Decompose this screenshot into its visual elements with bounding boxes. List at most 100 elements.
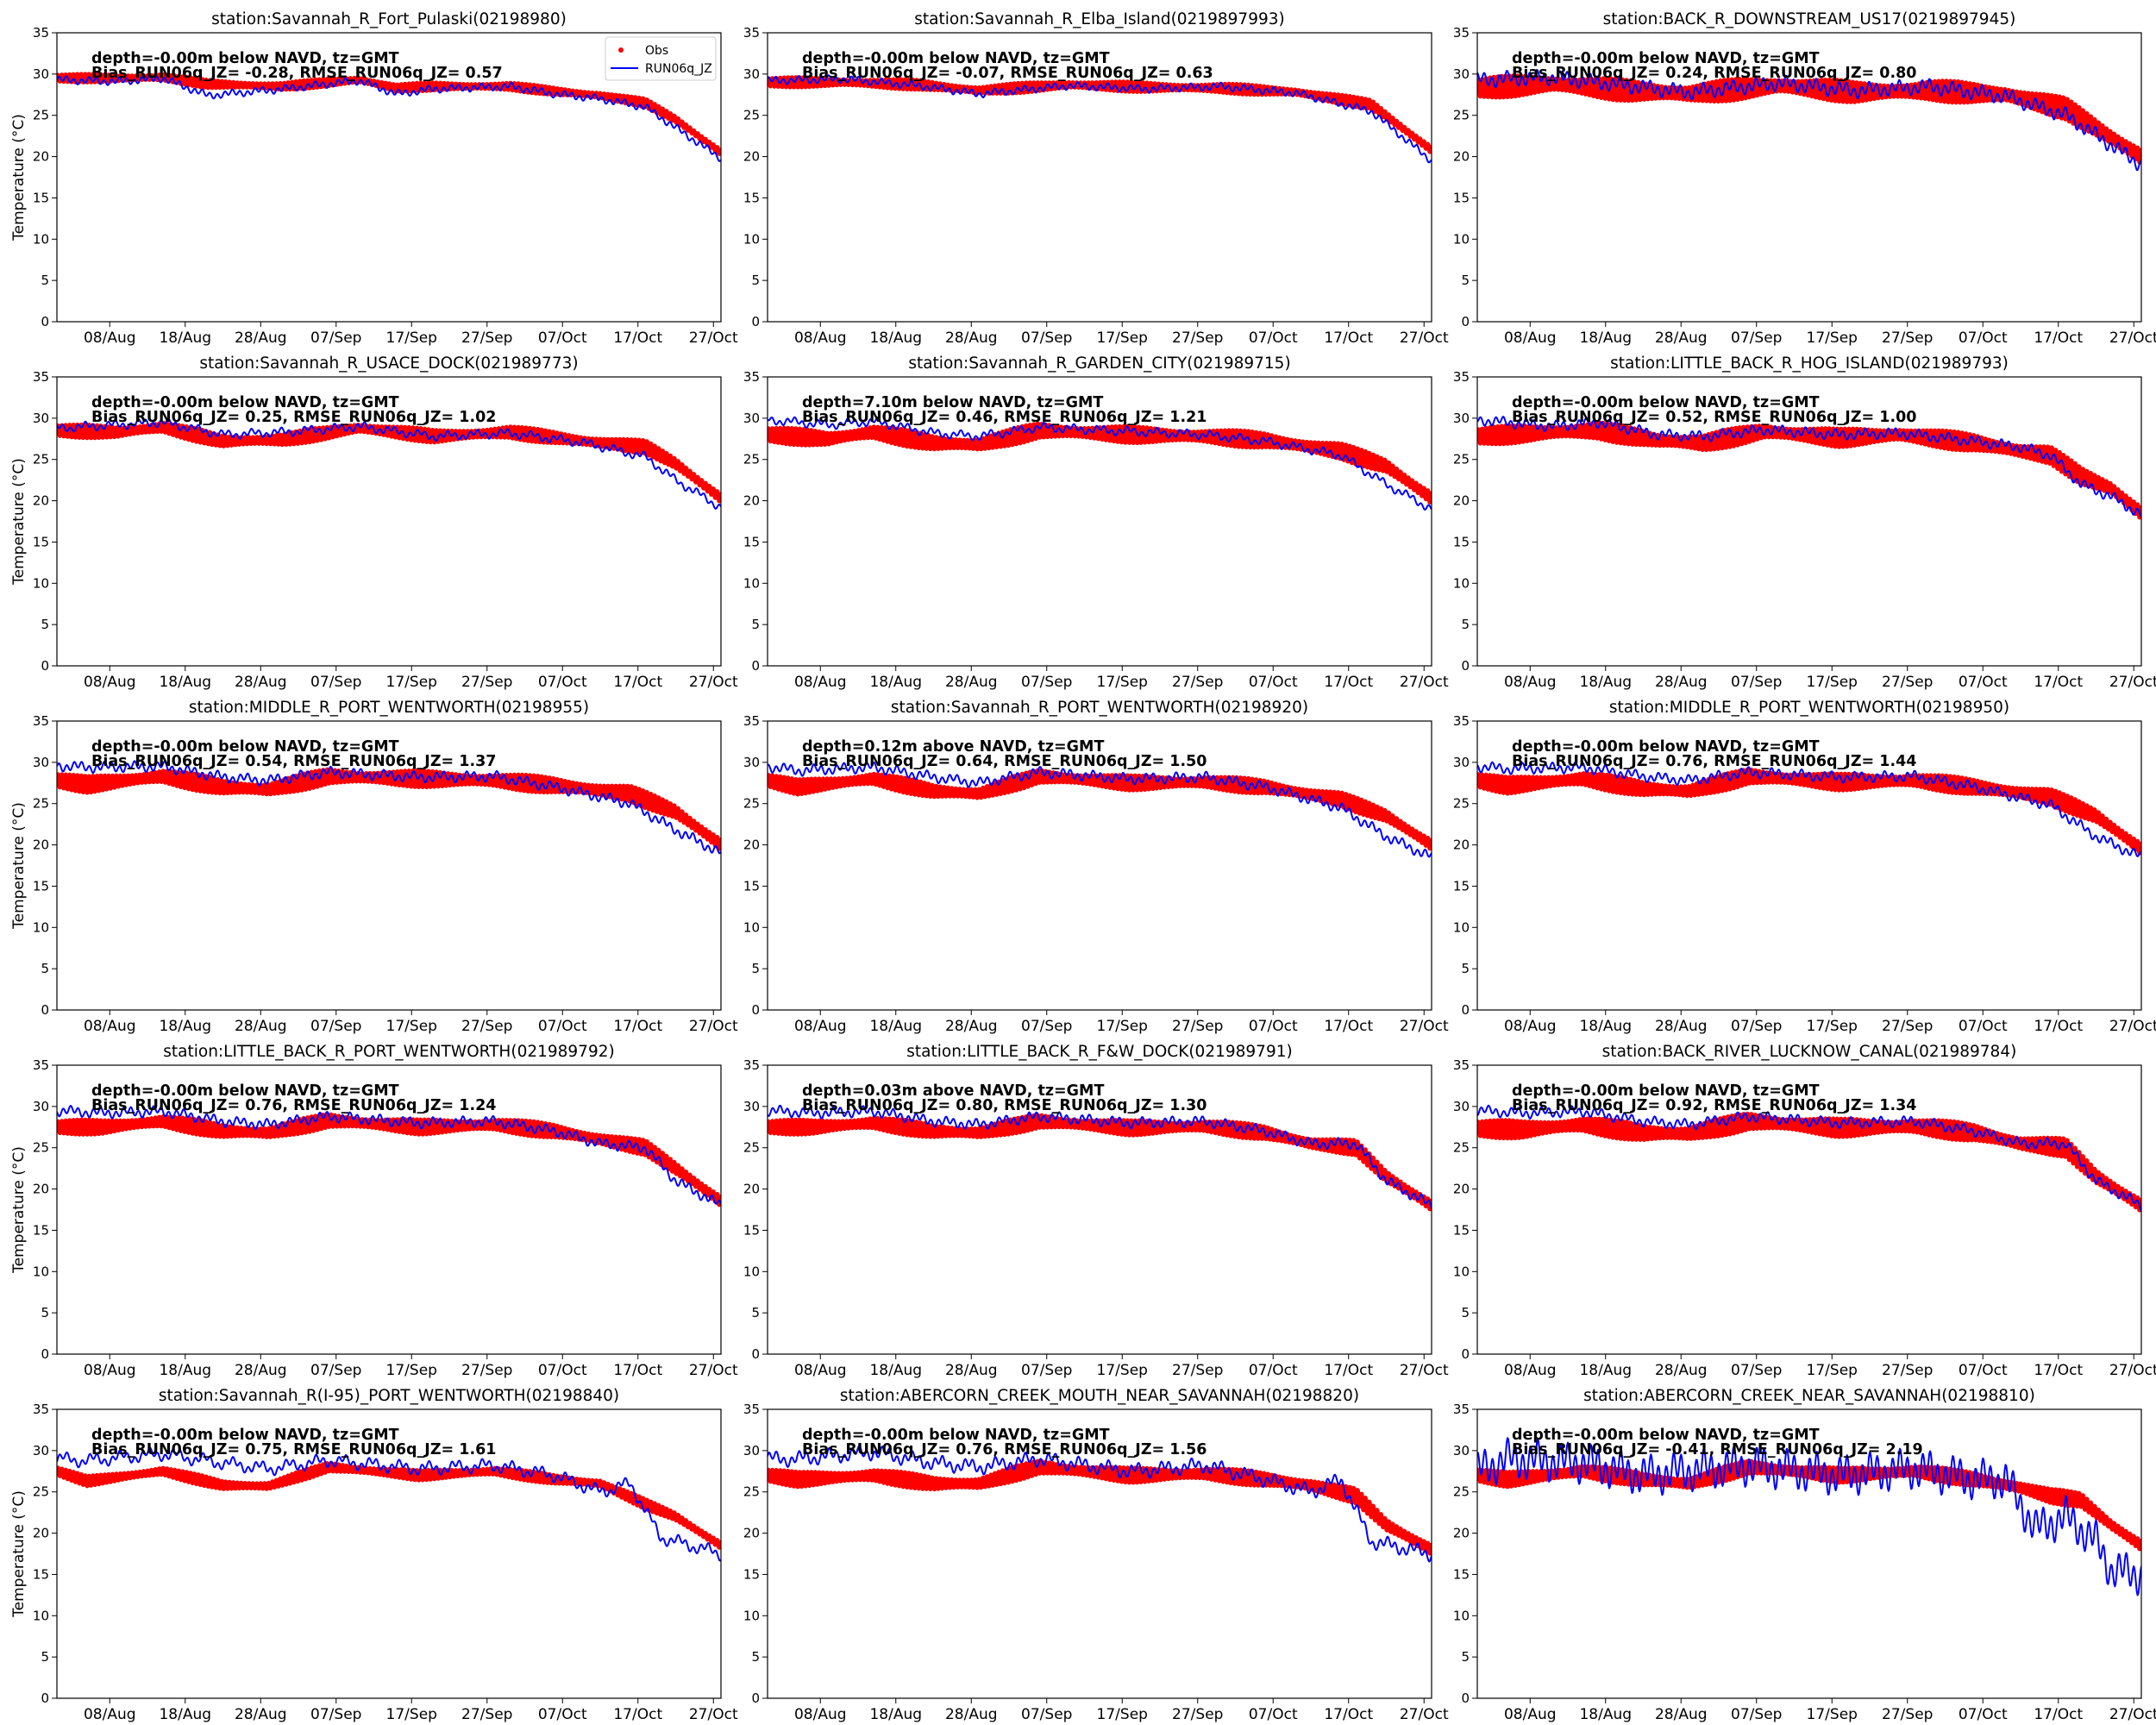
y-tick-label: 30 [33, 1443, 49, 1458]
y-tick-label: 20 [743, 1182, 760, 1197]
y-tick-label: 10 [1453, 231, 1470, 247]
x-tick-label: 08/Aug [794, 1362, 847, 1379]
x-tick-label: 07/Sep [310, 1706, 361, 1723]
y-tick-label: 0 [1461, 1002, 1470, 1018]
x-tick-label: 17/Oct [613, 1706, 662, 1723]
y-tick-label: 15 [1453, 534, 1470, 549]
model-series [768, 1104, 1432, 1209]
x-tick-label: 07/Oct [1959, 1362, 2008, 1379]
y-axis-label: Temperature (°C) [10, 114, 28, 242]
model-series [57, 760, 721, 855]
panel-title: station:Savannah_R(I-95)_PORT_WENTWORTH(… [159, 1387, 619, 1405]
x-tick-label: 18/Aug [1579, 1018, 1632, 1035]
x-tick-label: 07/Oct [538, 1362, 587, 1379]
x-tick-label: 27/Oct [1400, 674, 1449, 691]
x-tick-label: 18/Aug [1579, 1706, 1632, 1723]
panel-3: station:BACK_R_DOWNSTREAM_US17(021989794… [1453, 10, 2156, 347]
y-tick-label: 5 [41, 617, 49, 632]
obs-series [768, 1458, 1432, 1556]
x-tick-label: 17/Oct [1324, 674, 1373, 691]
x-tick-label: 17/Oct [613, 1018, 662, 1035]
panel-title: station:Savannah_R_USACE_DOCK(021989773) [199, 354, 578, 373]
x-tick-label: 08/Aug [84, 674, 136, 691]
y-tick-label: 5 [1461, 617, 1470, 632]
y-tick-label: 20 [1453, 1182, 1470, 1197]
y-tick-label: 15 [1453, 1222, 1470, 1238]
series-group [57, 1105, 721, 1208]
x-tick-label: 28/Aug [1655, 329, 1708, 347]
plot-frame [56, 376, 722, 667]
y-tick-label: 35 [743, 1057, 760, 1073]
plot-frame [1476, 376, 2142, 667]
y-tick-label: 25 [743, 1484, 760, 1500]
x-tick-label: 07/Sep [1731, 1018, 1782, 1035]
plot-frame [767, 1408, 1432, 1699]
y-tick-label: 20 [1453, 1526, 1470, 1541]
x-tick-label: 07/Oct [1249, 674, 1298, 691]
model-series [768, 761, 1432, 858]
plot-frame [1476, 1408, 2142, 1699]
x-tick-label: 27/Sep [1172, 674, 1223, 691]
x-tick-label: 27/Oct [689, 674, 738, 691]
x-tick-label: 27/Sep [461, 329, 512, 347]
y-tick-label: 15 [1453, 1566, 1470, 1582]
y-tick-label: 20 [33, 493, 49, 509]
panel-title: station:BACK_RIVER_LUCKNOW_CANAL(0219897… [1602, 1043, 2017, 1061]
x-tick-label: 17/Oct [613, 1362, 662, 1379]
model-series [57, 74, 721, 162]
depth-annotation: depth=-0.00m below NAVD, tz=GMT [91, 1082, 399, 1100]
x-tick-label: 07/Oct [1959, 1018, 2008, 1035]
y-tick-label: 5 [751, 961, 760, 976]
panel-11: station:LITTLE_BACK_R_F&W_DOCK(021989791… [743, 1043, 1449, 1379]
x-tick-label: 28/Aug [945, 1018, 998, 1035]
x-tick-label: 28/Aug [1655, 674, 1708, 691]
panel-title: station:Savannah_R_Elba_Island(021989799… [914, 10, 1284, 28]
model-series [768, 1445, 1432, 1563]
x-tick-label: 27/Oct [689, 1018, 738, 1035]
y-tick-label: 5 [751, 1649, 760, 1665]
x-tick-label: 08/Aug [1504, 1362, 1557, 1379]
depth-annotation: depth=-0.00m below NAVD, tz=GMT [91, 394, 399, 411]
series-group [768, 74, 1432, 164]
x-tick-label: 18/Aug [159, 1706, 211, 1723]
y-tick-label: 10 [743, 575, 760, 591]
panel-title: station:Savannah_R_Fort_Pulaski(02198980… [211, 10, 567, 28]
y-tick-label: 10 [743, 1264, 760, 1279]
y-tick-label: 0 [41, 1690, 49, 1706]
x-tick-label: 28/Aug [945, 674, 998, 691]
y-tick-label: 10 [33, 231, 49, 247]
y-tick-label: 5 [1461, 1649, 1470, 1665]
stats-annotation: Bias_RUN06q_JZ= 0.54, RMSE_RUN06q_JZ= 1.… [91, 753, 496, 770]
x-tick-label: 08/Aug [1504, 1018, 1557, 1035]
x-tick-label: 27/Sep [1172, 1362, 1223, 1379]
panel-title: station:BACK_R_DOWNSTREAM_US17(021989794… [1603, 10, 2016, 28]
panel-2: station:Savannah_R_Elba_Island(021989799… [743, 10, 1449, 347]
x-tick-label: 27/Oct [689, 329, 738, 347]
x-tick-label: 07/Sep [1021, 329, 1072, 347]
series-group [1477, 1437, 2141, 1596]
model-series [1477, 69, 2141, 172]
depth-annotation: depth=-0.00m below NAVD, tz=GMT [1512, 394, 1820, 411]
x-tick-label: 17/Oct [2034, 329, 2083, 347]
legend: Obs RUN06q_JZ [605, 36, 717, 81]
x-tick-label: 07/Sep [1731, 1362, 1782, 1379]
y-tick-label: 35 [33, 713, 49, 729]
y-tick-label: 0 [751, 1002, 760, 1018]
plot-frame [767, 32, 1432, 323]
y-tick-label: 35 [1453, 1057, 1470, 1073]
x-tick-label: 18/Aug [869, 1018, 922, 1035]
y-tick-label: 0 [1461, 658, 1470, 674]
stats-annotation: Bias_RUN06q_JZ= 0.46, RMSE_RUN06q_JZ= 1.… [802, 409, 1206, 426]
x-tick-label: 07/Sep [1021, 1706, 1072, 1723]
x-tick-label: 17/Sep [1807, 1018, 1858, 1035]
y-tick-label: 35 [1453, 713, 1470, 729]
x-tick-label: 28/Aug [945, 329, 998, 347]
y-tick-label: 15 [33, 534, 49, 549]
depth-annotation: depth=-0.00m below NAVD, tz=GMT [91, 50, 399, 67]
y-tick-label: 5 [41, 961, 49, 976]
series-group [1477, 69, 2141, 172]
x-tick-label: 17/Oct [2034, 674, 2083, 691]
y-tick-label: 25 [1453, 796, 1470, 812]
series-group [57, 417, 721, 510]
y-tick-label: 0 [1461, 314, 1470, 329]
